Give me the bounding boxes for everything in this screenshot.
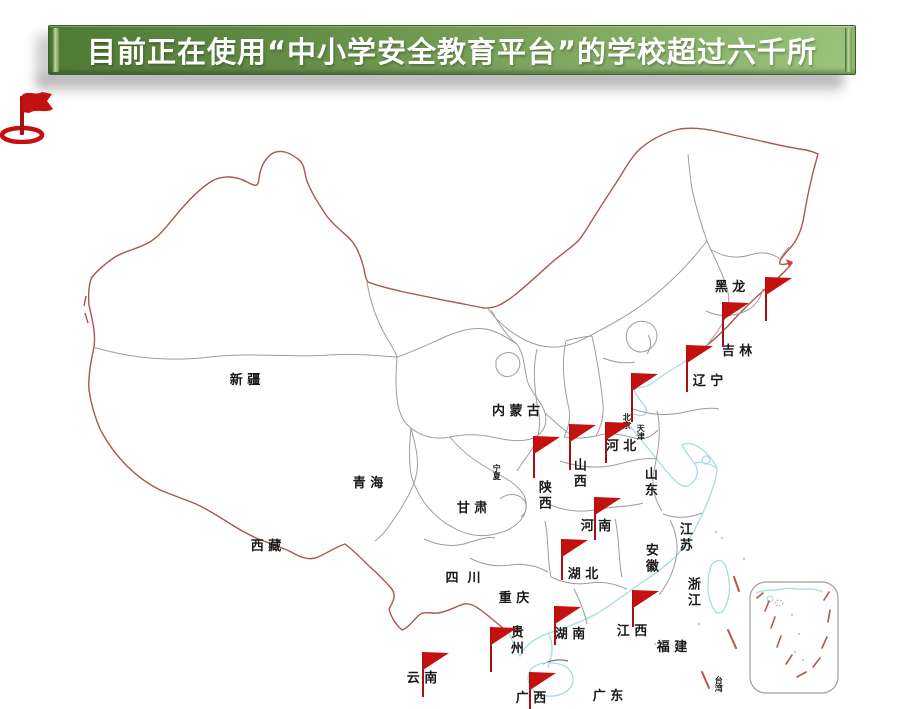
- flag-shaanxi: [533, 436, 560, 478]
- province-label-liaoning: 辽 宁: [692, 374, 724, 390]
- south-china-sea-inset: [749, 581, 839, 694]
- flag-hunan: [554, 606, 581, 645]
- province-label-ningxia: 宁夏: [492, 464, 503, 480]
- province-label-zhejiang: 浙江: [684, 577, 700, 609]
- province-label-jiangxi: 江 西: [616, 624, 648, 640]
- province-label-gansu: 甘 肃: [456, 501, 488, 517]
- flag-jilin: [722, 302, 749, 347]
- province-label-fujian: 福 建: [656, 640, 688, 656]
- province-label-yunnan: 云 南: [406, 671, 438, 687]
- map-outline-svg: [83, 127, 839, 697]
- inset-islet-dots: [790, 613, 805, 662]
- inset-coastline: [755, 587, 824, 594]
- province-label-taiwan: 台湾: [714, 676, 725, 692]
- flag-guizhou: [490, 627, 517, 672]
- province-label-guangxi: 广 西: [515, 691, 547, 707]
- province-label-guangdong: 广 东: [592, 689, 624, 705]
- national-border-path: [87, 127, 819, 633]
- flag-hebei: [605, 422, 632, 463]
- flag-henan: [594, 497, 621, 540]
- province-label-heilongjiang: 黑 龙: [714, 280, 746, 296]
- dashed-border-west: [83, 295, 89, 324]
- province-label-xizang: 西 藏: [250, 539, 282, 555]
- coastline-path: [507, 344, 718, 658]
- banner-reflection-shadow: [36, 77, 842, 101]
- province-label-shanxi: 山西: [570, 458, 586, 490]
- province-label-shaanxi: 陕西: [535, 480, 551, 512]
- flag-shanxi: [569, 424, 596, 470]
- province-label-qinghai: 青 海: [352, 476, 384, 492]
- nine-dash-lines-outer: [701, 576, 740, 689]
- flag-guangdong-big: [0, 92, 53, 144]
- province-label-hubei: 湖 北: [567, 567, 599, 583]
- china-map: 黑 龙 吉 林 辽 宁 内 蒙 古 北京 天津 河 北 山西 陕西 山东 宁夏 …: [0, 90, 898, 709]
- flag-beijing: [631, 373, 658, 422]
- flag-yunnan: [422, 652, 449, 697]
- flag-liaoning: [686, 345, 713, 392]
- province-label-beijing: 北京: [622, 413, 633, 429]
- flag-jiangxi: [632, 590, 659, 627]
- province-label-henan: 河 南: [580, 519, 612, 535]
- flag-cloth: [22, 92, 53, 113]
- banner-text: 目前正在使用“中小学安全教育平台”的学校超过六千所: [86, 35, 818, 69]
- province-label-jiangsu: 江苏: [676, 522, 692, 554]
- yangtze-mouth-path: [694, 461, 718, 469]
- province-label-hebei: 河 北: [605, 439, 637, 455]
- province-label-anhui: 安徽: [642, 543, 658, 575]
- flag-heilongjiang: [765, 277, 792, 321]
- province-label-sichuan: 四 川: [445, 571, 481, 587]
- taihu-lake: [701, 455, 711, 465]
- province-label-xinjiang: 新 疆: [229, 373, 261, 389]
- province-label-chongqing: 重 庆: [498, 591, 530, 607]
- flag-hubei: [561, 539, 588, 580]
- nine-dash-lines-inset: [756, 591, 831, 678]
- border-fragment-ne: [786, 259, 793, 267]
- province-label-jilin: 吉 林: [721, 344, 753, 360]
- title-banner: 目前正在使用“中小学安全教育平台”的学校超过六千所: [48, 25, 856, 75]
- province-label-hunan: 湖 南: [554, 627, 586, 643]
- flag-guangxi: [529, 672, 556, 709]
- taiwan-island-path: [707, 559, 731, 614]
- islet-dots: [653, 530, 746, 650]
- leizhou-peninsula-path: [547, 633, 553, 669]
- province-label-shandong: 山东: [641, 467, 657, 499]
- province-label-neimenggu: 内 蒙 古: [491, 404, 541, 420]
- province-label-tianjin: 天津: [636, 424, 647, 440]
